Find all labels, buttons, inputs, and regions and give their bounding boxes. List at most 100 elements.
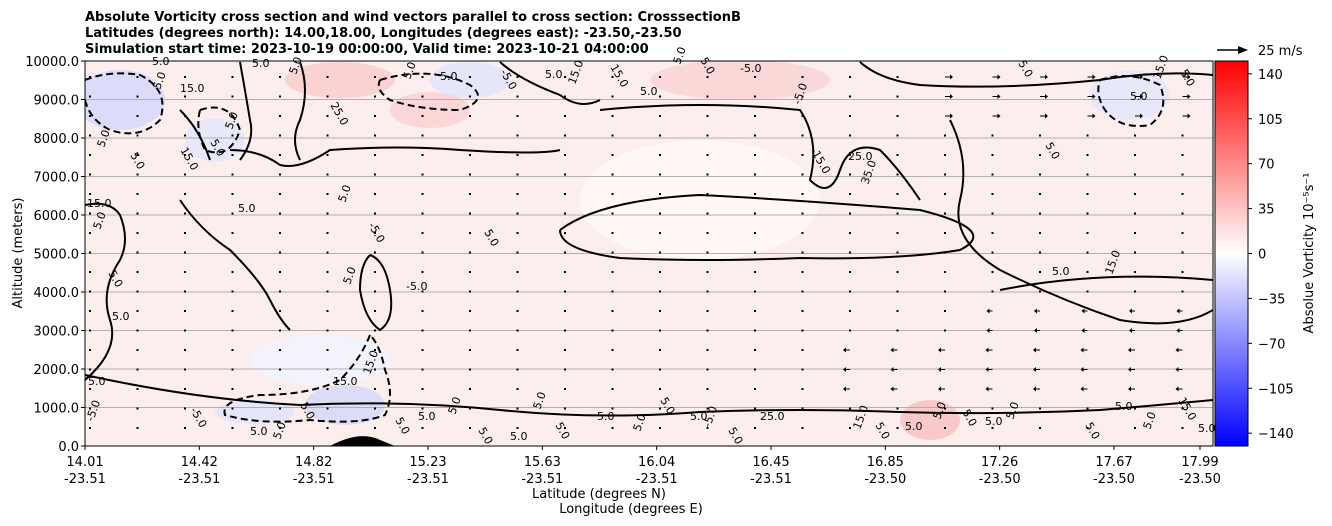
negative-contour-line bbox=[223, 334, 391, 423]
x-tick-label-lon: -23.50 bbox=[1093, 472, 1135, 487]
wind-vector bbox=[564, 388, 566, 390]
wind-vector bbox=[659, 310, 661, 312]
wind-vector bbox=[706, 95, 709, 98]
wind-vector bbox=[516, 232, 519, 234]
wind-vector bbox=[469, 368, 471, 371]
contour-label: 5.0 bbox=[401, 60, 419, 81]
wind-vector bbox=[469, 271, 471, 273]
wind-vector bbox=[1086, 232, 1089, 234]
wind-vector bbox=[564, 251, 566, 254]
wind-vector bbox=[1086, 271, 1089, 273]
wind-vector bbox=[944, 271, 946, 273]
wind-vector bbox=[611, 388, 614, 390]
contour-label: 5.0 bbox=[640, 85, 658, 98]
colorbar-tick-label: 70 bbox=[1258, 158, 1275, 173]
wind-vector bbox=[184, 154, 186, 156]
wind-vector bbox=[706, 368, 709, 371]
wind-vector bbox=[231, 193, 234, 195]
wind-vector bbox=[659, 115, 661, 117]
wind-vector bbox=[136, 115, 139, 117]
x-axis: 14.01 -23.51 14.42 -23.51 14.82 -23.51 15.23 -2… bbox=[64, 446, 1221, 487]
wind-vector bbox=[374, 329, 376, 332]
wind-vector bbox=[231, 271, 234, 273]
wind-vector bbox=[659, 349, 661, 351]
wind-vector bbox=[706, 427, 709, 429]
wind-vector bbox=[1039, 232, 1041, 234]
wind-vector bbox=[611, 232, 614, 234]
wind-vector bbox=[896, 173, 899, 176]
quiver-key-label: 25 m/s bbox=[1258, 44, 1303, 59]
x-tick-label-lat: 14.42 bbox=[181, 455, 218, 470]
wind-vector-head bbox=[950, 94, 953, 99]
wind-vector bbox=[1086, 407, 1089, 410]
wind-vector bbox=[801, 388, 804, 390]
wind-vector bbox=[849, 76, 851, 78]
wind-vector bbox=[849, 290, 851, 293]
wind-vector bbox=[1039, 173, 1041, 176]
wind-vector bbox=[136, 251, 139, 254]
wind-vector bbox=[849, 329, 851, 332]
wind-vector bbox=[421, 193, 424, 195]
contour-label: 5.0 bbox=[440, 70, 458, 83]
contour-label: 5.0 bbox=[250, 425, 268, 438]
wind-vector bbox=[564, 290, 566, 293]
contour-label: 5.0 bbox=[446, 395, 464, 416]
wind-vector bbox=[1181, 232, 1184, 234]
wind-vector bbox=[896, 271, 899, 273]
contour-label: 15.0 bbox=[180, 82, 205, 95]
wind-vector bbox=[516, 388, 519, 390]
contour-label: 25.0 bbox=[760, 410, 785, 423]
wind-vector bbox=[754, 134, 756, 137]
wind-vector bbox=[374, 388, 376, 390]
colorbar-tick-label: 0 bbox=[1258, 248, 1266, 263]
y-axis: 0.0 1000.0 2000.0 3000.0 4000.0 5000.0 6000.0 7… bbox=[25, 55, 85, 455]
negative-contour-line bbox=[1097, 75, 1165, 127]
wind-vector bbox=[944, 212, 946, 215]
wind-vector bbox=[469, 427, 471, 429]
colorbar-tick-label: 140 bbox=[1258, 68, 1283, 83]
x-axis-label-latitude: Latitude (degrees N) bbox=[532, 487, 666, 502]
wind-vector bbox=[421, 368, 424, 371]
wind-vector bbox=[754, 76, 756, 78]
wind-vector bbox=[89, 427, 91, 429]
wind-vector bbox=[516, 427, 519, 429]
x-tick-label-lon: -23.50 bbox=[864, 472, 906, 487]
wind-vector bbox=[801, 329, 804, 332]
wind-vector bbox=[421, 134, 424, 137]
wind-vector bbox=[564, 349, 566, 351]
contour-label: 5.0 bbox=[931, 400, 949, 421]
wind-vector bbox=[659, 271, 661, 273]
wind-vector bbox=[279, 349, 281, 351]
wind-vector bbox=[754, 368, 756, 371]
wind-vector bbox=[516, 349, 519, 351]
wind-vector bbox=[279, 427, 281, 429]
contour-label: 5.0 bbox=[1115, 400, 1133, 413]
wind-vector bbox=[944, 154, 946, 156]
wind-vector bbox=[279, 115, 281, 117]
wind-vector bbox=[944, 193, 946, 195]
contour-line bbox=[229, 146, 561, 167]
wind-vector bbox=[1181, 154, 1184, 156]
wind-vector bbox=[754, 329, 756, 332]
wind-vector bbox=[659, 193, 661, 195]
wind-vector bbox=[374, 134, 376, 137]
contour-line bbox=[179, 199, 291, 331]
wind-vector bbox=[136, 329, 139, 332]
wind-vector bbox=[896, 115, 899, 117]
contour-line bbox=[85, 374, 1213, 417]
wind-vector bbox=[706, 388, 709, 390]
wind-vector bbox=[849, 427, 851, 429]
wind-vector bbox=[896, 134, 899, 137]
wind-vector bbox=[849, 134, 851, 137]
wind-vector bbox=[89, 193, 91, 195]
y-tick-label: 5000.0 bbox=[34, 248, 80, 263]
wind-vector bbox=[231, 173, 234, 176]
x-tick-label-lon: -23.51 bbox=[293, 472, 335, 487]
negative-contour-lines bbox=[85, 72, 1165, 423]
wind-vector bbox=[184, 134, 186, 137]
wind-vector bbox=[374, 95, 376, 98]
wind-vector bbox=[1134, 407, 1136, 410]
wind-vector-head bbox=[986, 328, 990, 333]
wind-vector bbox=[1086, 251, 1089, 254]
